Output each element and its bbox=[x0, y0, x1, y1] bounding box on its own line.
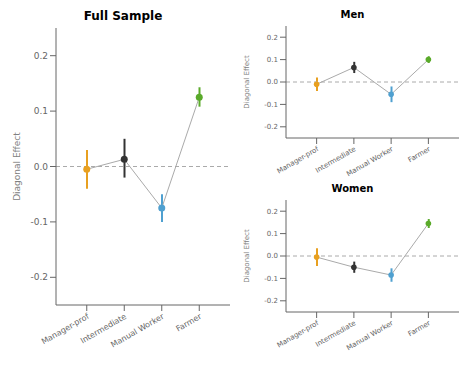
svg-text:Farmer: Farmer bbox=[174, 312, 203, 334]
svg-text:Intermediate: Intermediate bbox=[314, 319, 358, 349]
svg-text:0.2: 0.2 bbox=[34, 51, 48, 61]
svg-text:Diagonal Effect: Diagonal Effect bbox=[12, 132, 22, 201]
svg-text:Farmer: Farmer bbox=[407, 319, 432, 338]
svg-text:-0.2: -0.2 bbox=[264, 297, 278, 305]
svg-text:0.2: 0.2 bbox=[267, 208, 278, 216]
html-text:Full Sample: Full Sample bbox=[83, 9, 163, 23]
svg-text:0.0: 0.0 bbox=[267, 78, 278, 86]
svg-text:0.2: 0.2 bbox=[267, 34, 278, 42]
svg-text:-0.2: -0.2 bbox=[30, 272, 48, 282]
html-text:Men: Men bbox=[340, 9, 365, 20]
svg-text:Manual Worker: Manual Worker bbox=[345, 145, 394, 178]
svg-text:-0.1: -0.1 bbox=[264, 101, 278, 109]
svg-text:0.1: 0.1 bbox=[267, 56, 278, 64]
svg-text:Diagonal Effect: Diagonal Effect bbox=[243, 55, 251, 109]
svg-text:0.0: 0.0 bbox=[34, 162, 49, 172]
svg-text:Intermediate: Intermediate bbox=[314, 145, 358, 175]
svg-text:Manager-prof: Manager-prof bbox=[39, 311, 91, 347]
svg-text:Intermediate: Intermediate bbox=[78, 311, 129, 346]
svg-text:0.1: 0.1 bbox=[34, 106, 48, 116]
svg-text:Farmer: Farmer bbox=[407, 145, 432, 164]
svg-text:Diagonal Effect: Diagonal Effect bbox=[243, 229, 251, 283]
svg-text:Manual Worker: Manual Worker bbox=[345, 319, 394, 352]
svg-text:-0.2: -0.2 bbox=[264, 123, 278, 131]
svg-text:-0.1: -0.1 bbox=[30, 217, 48, 227]
svg-text:Manager-prof: Manager-prof bbox=[276, 319, 321, 350]
svg-text:-0.1: -0.1 bbox=[264, 275, 278, 283]
svg-text:0.1: 0.1 bbox=[267, 230, 278, 238]
svg-text:0.0: 0.0 bbox=[267, 252, 278, 260]
svg-text:Manual Worker: Manual Worker bbox=[109, 312, 166, 350]
html-text:Women: Women bbox=[331, 183, 374, 194]
svg-text:Manager-prof: Manager-prof bbox=[276, 145, 321, 176]
